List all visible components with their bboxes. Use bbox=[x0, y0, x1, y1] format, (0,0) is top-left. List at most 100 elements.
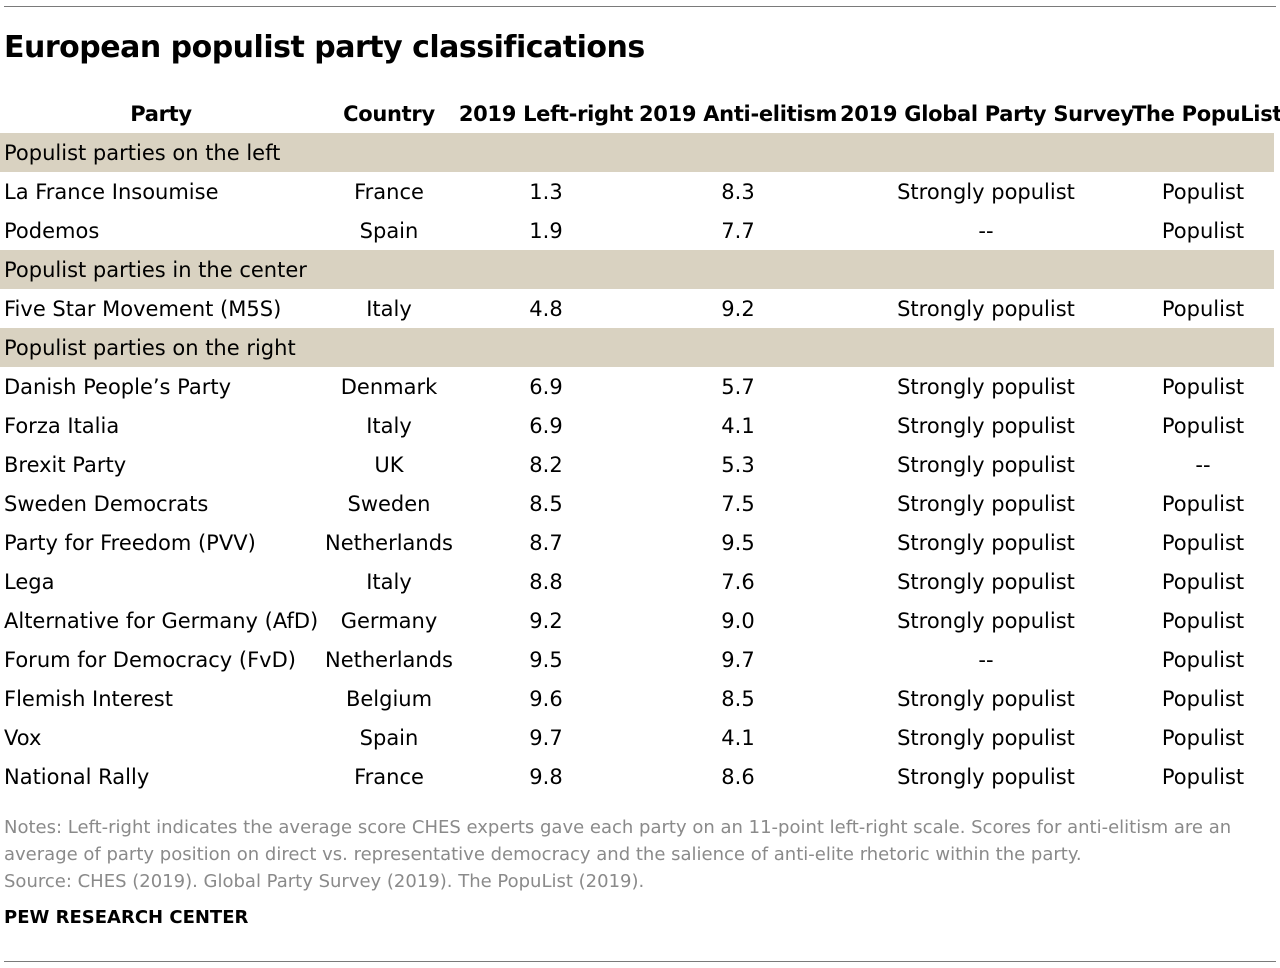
party-table: Party Country 2019 Left-right 2019 Anti-… bbox=[0, 95, 1280, 796]
anti-elitism-cell: 8.5 bbox=[721, 686, 755, 711]
left-right-cell: 1.9 bbox=[529, 218, 563, 243]
party-cell: Forza Italia bbox=[4, 413, 120, 438]
anti-elitism-cell: 5.7 bbox=[721, 374, 755, 399]
country-cell: Netherlands bbox=[324, 647, 453, 672]
anti-elitism-cell: 5.3 bbox=[721, 452, 755, 477]
table-row: Vox Spain 9.7 4.1 Strongly populist Populist bbox=[0, 718, 1274, 757]
left-right-cell: 4.8 bbox=[529, 296, 563, 321]
country-cell: Italy bbox=[366, 569, 412, 594]
bottom-rule bbox=[4, 961, 1276, 962]
page-title: European populist party classifications bbox=[4, 30, 645, 65]
anti-elitism-cell: 4.1 bbox=[721, 413, 755, 438]
country-cell: France bbox=[354, 179, 424, 204]
populist-cell: Populist bbox=[1161, 296, 1245, 321]
party-cell: Sweden Democrats bbox=[4, 491, 209, 516]
table-row: Forum for Democracy (FvD) Netherlands 9.5 9… bbox=[0, 640, 1274, 679]
global-party-survey-cell: Strongly populist bbox=[897, 608, 1075, 633]
populist-cell: Populist bbox=[1161, 569, 1245, 594]
global-party-survey-cell: Strongly populist bbox=[897, 725, 1075, 750]
populist-cell: Populist bbox=[1161, 218, 1245, 243]
country-cell: France bbox=[354, 764, 424, 789]
populist-cell: Populist bbox=[1161, 764, 1245, 789]
top-rule bbox=[4, 6, 1276, 7]
anti-elitism-cell: 7.7 bbox=[721, 218, 755, 243]
anti-elitism-cell: 8.6 bbox=[721, 764, 755, 789]
column-header-left-right: 2019 Left-right bbox=[458, 102, 634, 126]
table-header-row: Party Country 2019 Left-right 2019 Anti-… bbox=[0, 95, 1280, 133]
section-label: Populist parties on the left bbox=[0, 133, 1274, 172]
global-party-survey-cell: Strongly populist bbox=[897, 413, 1075, 438]
global-party-survey-cell: Strongly populist bbox=[897, 686, 1075, 711]
left-right-cell: 8.5 bbox=[529, 491, 563, 516]
populist-cell: Populist bbox=[1161, 491, 1245, 516]
global-party-survey-cell: Strongly populist bbox=[897, 179, 1075, 204]
left-right-cell: 8.2 bbox=[529, 452, 563, 477]
section-row: Populist parties on the left bbox=[0, 133, 1274, 172]
global-party-survey-cell: -- bbox=[978, 218, 994, 243]
anti-elitism-cell: 7.6 bbox=[721, 569, 755, 594]
anti-elitism-cell: 9.2 bbox=[721, 296, 755, 321]
party-cell: National Rally bbox=[4, 764, 150, 789]
populist-cell: Populist bbox=[1161, 725, 1245, 750]
table-row: Forza Italia Italy 6.9 4.1 Strongly populist… bbox=[0, 406, 1274, 445]
populist-cell: Populist bbox=[1161, 608, 1245, 633]
table-row: La France Insoumise France 1.3 8.3 Strongly … bbox=[0, 172, 1274, 211]
table-row: National Rally France 9.8 8.6 Strongly popul… bbox=[0, 757, 1274, 796]
table-row: Five Star Movement (M5S) Italy 4.8 9.2 Stron… bbox=[0, 289, 1274, 328]
global-party-survey-cell: Strongly populist bbox=[897, 764, 1075, 789]
column-header-global-party-survey: 2019 Global Party Survey bbox=[840, 102, 1134, 126]
left-right-cell: 9.5 bbox=[529, 647, 563, 672]
table-row: Lega Italy 8.8 7.6 Strongly populist Populist bbox=[0, 562, 1274, 601]
country-cell: Spain bbox=[359, 725, 419, 750]
column-header-party: Party bbox=[130, 102, 192, 126]
party-cell: Party for Freedom (PVV) bbox=[4, 530, 256, 555]
party-cell: La France Insoumise bbox=[4, 179, 219, 204]
table-row: Brexit Party UK 8.2 5.3 Strongly populist -- bbox=[0, 445, 1274, 484]
global-party-survey-cell: Strongly populist bbox=[897, 491, 1075, 516]
party-cell: Podemos bbox=[4, 218, 100, 243]
left-right-cell: 6.9 bbox=[529, 374, 563, 399]
left-right-cell: 8.8 bbox=[529, 569, 563, 594]
populist-cell: Populist bbox=[1161, 686, 1245, 711]
party-cell: Forum for Democracy (FvD) bbox=[4, 647, 296, 672]
column-header-anti-elitism: 2019 Anti-elitism bbox=[638, 102, 838, 126]
country-cell: Italy bbox=[366, 413, 412, 438]
party-cell: Danish People’s Party bbox=[4, 374, 232, 399]
table-row: Danish People’s Party Denmark 6.9 5.7 Strong… bbox=[0, 367, 1274, 406]
table-row: Podemos Spain 1.9 7.7 -- Populist bbox=[0, 211, 1274, 250]
anti-elitism-cell: 9.5 bbox=[721, 530, 755, 555]
party-cell: Flemish Interest bbox=[4, 686, 173, 711]
notes-text: Notes: Left-right indicates the average … bbox=[4, 817, 1232, 865]
party-cell: Vox bbox=[4, 725, 42, 750]
country-cell: Sweden bbox=[347, 491, 431, 516]
anti-elitism-cell: 4.1 bbox=[721, 725, 755, 750]
left-right-cell: 9.7 bbox=[529, 725, 563, 750]
section-row: Populist parties in the center bbox=[0, 250, 1274, 289]
global-party-survey-cell: Strongly populist bbox=[897, 530, 1075, 555]
populist-cell: Populist bbox=[1161, 530, 1245, 555]
left-right-cell: 8.7 bbox=[529, 530, 563, 555]
global-party-survey-cell: Strongly populist bbox=[897, 296, 1075, 321]
global-party-survey-cell: Strongly populist bbox=[897, 452, 1075, 477]
table-row: Party for Freedom (PVV) Netherlands 8.7 9.5… bbox=[0, 523, 1274, 562]
country-cell: Netherlands bbox=[324, 530, 453, 555]
populist-cell: Populist bbox=[1161, 374, 1245, 399]
table-body: Populist parties on the left La France In… bbox=[0, 133, 1274, 796]
populist-cell: -- bbox=[1195, 452, 1211, 477]
column-header-populist: The PopuList bbox=[1132, 102, 1280, 126]
table-row: Alternative for Germany (AfD) Germany 9.2 9… bbox=[0, 601, 1274, 640]
pew-research-center-brand: PEW RESEARCH CENTER bbox=[4, 907, 249, 928]
party-cell: Brexit Party bbox=[4, 452, 127, 477]
left-right-cell: 9.2 bbox=[529, 608, 563, 633]
country-cell: UK bbox=[374, 452, 404, 477]
section-label: Populist parties on the right bbox=[0, 328, 1274, 367]
global-party-survey-cell: Strongly populist bbox=[897, 569, 1075, 594]
left-right-cell: 1.3 bbox=[529, 179, 563, 204]
populist-cell: Populist bbox=[1161, 647, 1245, 672]
left-right-cell: 9.8 bbox=[529, 764, 563, 789]
section-row: Populist parties on the right bbox=[0, 328, 1274, 367]
left-right-cell: 9.6 bbox=[529, 686, 563, 711]
column-header-country: Country bbox=[343, 102, 435, 126]
notes-block: Notes: Left-right indicates the average … bbox=[4, 814, 1266, 895]
party-cell: Lega bbox=[4, 569, 55, 594]
